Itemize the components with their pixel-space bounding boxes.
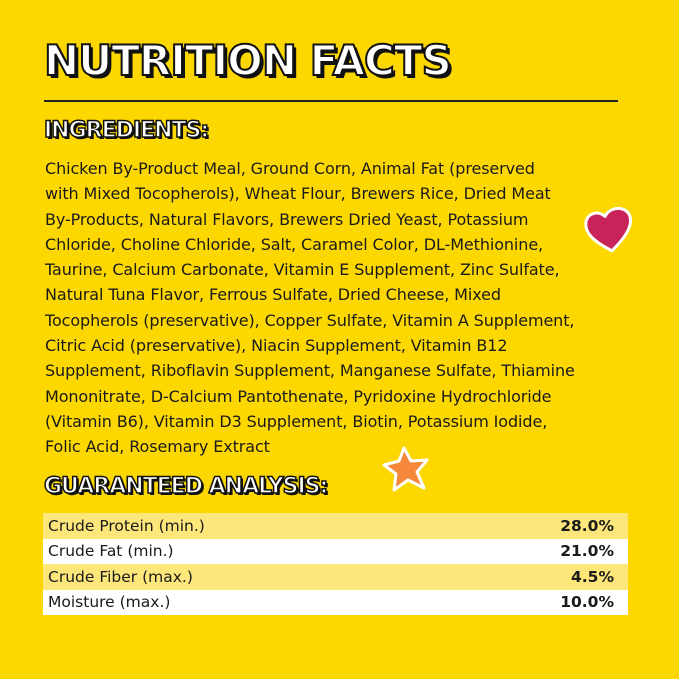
- row-label: Crude Protein (min.): [48, 516, 205, 535]
- row-label: Crude Fiber (max.): [48, 567, 193, 586]
- row-value: 4.5%: [571, 567, 614, 586]
- ingredients-line: Citric Acid (preservative), Niacin Suppl…: [45, 336, 508, 356]
- title-divider: [44, 100, 618, 102]
- table-row: Moisture (max.) 10.0%: [43, 589, 628, 615]
- row-value: 21.0%: [560, 542, 614, 561]
- table-row: Crude Fat (min.) 21.0%: [43, 538, 628, 564]
- ingredients-line: Chicken By-Product Meal, Ground Corn, An…: [45, 159, 535, 178]
- ingredients-line: Natural Tuna Flavor, Ferrous Sulfate, Dr…: [45, 285, 501, 305]
- row-value: 28.0%: [560, 516, 614, 535]
- ingredients-heading: INGREDIENTS:: [43, 118, 210, 143]
- analysis-table: Crude Protein (min.) 28.0% Crude Fat (min…: [43, 513, 628, 615]
- row-label: Moisture (max.): [48, 593, 171, 612]
- ingredients-line: Folic Acid, Rosemary Extract: [45, 437, 270, 457]
- ingredients-line: Tocopherols (preservative), Copper Sulfa…: [45, 310, 575, 330]
- ingredients-line: (Vitamin B6), Vitamin D3 Supplement, Bio…: [45, 411, 548, 431]
- star-icon: [382, 446, 429, 492]
- ingredients-line: By-Products, Natural Flavors, Brewers Dr…: [45, 209, 529, 229]
- row-value: 10.0%: [560, 593, 614, 612]
- analysis-heading: GUARANTEED ANALYSIS:: [43, 474, 329, 499]
- row-label: Crude Fat (min.): [48, 542, 174, 561]
- ingredients-line: Mononitrate, D-Calcium Pantothenate, Pyr…: [45, 386, 552, 406]
- ingredients-list: Chicken By-Product Meal, Ground Corn, An…: [45, 156, 575, 460]
- ingredients-line: Taurine, Calcium Carbonate, Vitamin E Su…: [45, 260, 560, 280]
- ingredients-line: Chloride, Choline Chloride, Salt, Carame…: [45, 234, 544, 254]
- page-title: NUTRITION FACTS: [43, 36, 453, 85]
- heart-icon: [584, 206, 633, 253]
- table-row: Crude Fiber (max.) 4.5%: [43, 564, 628, 590]
- ingredients-line: Supplement, Riboflavin Supplement, Manga…: [45, 361, 575, 381]
- table-row: Crude Protein (min.) 28.0%: [43, 513, 628, 539]
- ingredients-line: with Mixed Tocopherols), Wheat Flour, Br…: [45, 184, 551, 204]
